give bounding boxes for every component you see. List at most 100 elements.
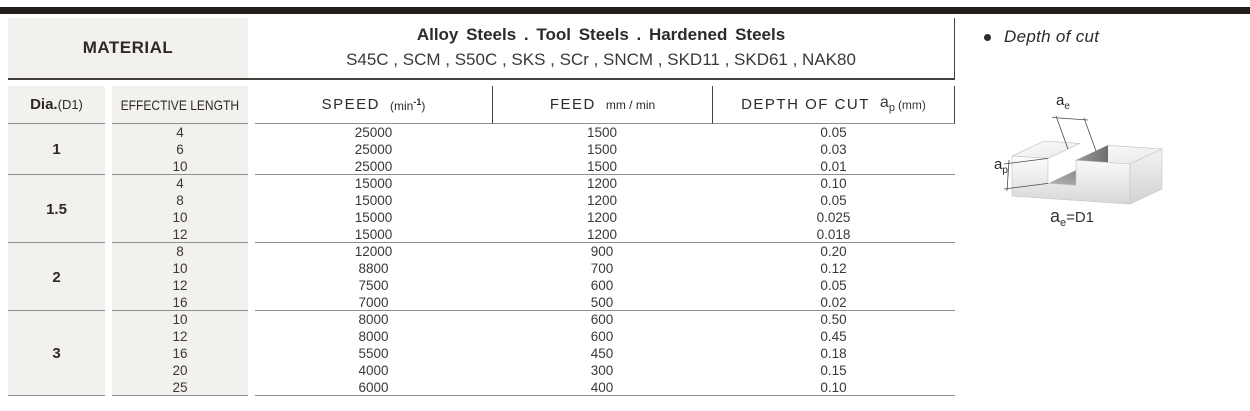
table-row: 10 8800 700 0.12 <box>112 260 955 277</box>
feed-cell: 500 <box>590 295 614 310</box>
header-depth-unit: (mm) <box>897 97 926 112</box>
feed-cell: 1500 <box>586 142 618 157</box>
depth-cell: 0.10 <box>820 380 847 395</box>
column-gap <box>248 209 255 226</box>
material-header-row: MATERIAL Alloy Steels . Tool Steels . Ha… <box>8 18 955 80</box>
table-row: 10 25000 1500 0.01 <box>112 158 955 175</box>
table-row: 25 6000 400 0.10 <box>112 379 955 396</box>
depth-cell: 0.01 <box>820 159 847 174</box>
eff-cell: 10 <box>112 260 248 277</box>
feed-cell: 1200 <box>586 193 618 208</box>
feed-cell: 1200 <box>586 227 618 242</box>
block-front-face <box>1011 155 1131 205</box>
group-separator-line <box>8 395 105 396</box>
depth-cell: 0.05 <box>820 193 847 208</box>
column-gap <box>248 226 255 243</box>
column-gap <box>248 379 255 396</box>
column-gap <box>248 277 255 294</box>
depth-cell: 0.018 <box>816 227 851 242</box>
table-row: 4 25000 1500 0.05 <box>112 124 955 141</box>
table-row: 10 8000 600 0.50 <box>112 311 955 328</box>
table-row: 12 8000 600 0.45 <box>112 328 955 345</box>
group-separator-line <box>112 174 248 175</box>
speed-cell: 15000 <box>354 193 393 208</box>
depth-cell: 0.20 <box>820 244 847 259</box>
column-gap <box>105 124 112 175</box>
column-gap <box>248 345 255 362</box>
ae-extension-line <box>1083 117 1097 152</box>
feed-cell: 600 <box>590 278 614 293</box>
feed-cell: 600 <box>590 312 614 327</box>
column-gap <box>248 362 255 379</box>
dia-value: 3 <box>8 311 105 396</box>
eff-cell: 25 <box>112 379 248 396</box>
header-effective-length-label: EFFECTIVE LENGTH <box>120 96 240 113</box>
table-row: 10 15000 1200 0.025 <box>112 209 955 226</box>
table-row: 20 4000 300 0.15 <box>112 362 955 379</box>
top-rule-bar <box>0 7 1250 14</box>
group-separator-line <box>112 310 248 311</box>
speed-cell: 7000 <box>358 295 389 310</box>
speed-cell: 8000 <box>358 312 389 327</box>
depth-cell: 0.05 <box>820 125 847 140</box>
eff-cell: 12 <box>112 226 248 243</box>
column-gap <box>248 294 255 311</box>
speed-cell: 12000 <box>354 244 393 259</box>
depth-cell: 0.45 <box>820 329 847 344</box>
table-body: 1 4 25000 1500 0.05 6 25000 1500 0.03 10 25000 1500… <box>8 124 955 396</box>
group-rows: 4 25000 1500 0.05 6 25000 1500 0.03 10 25000 1500 0… <box>112 124 955 175</box>
dia-value: 1.5 <box>8 175 105 243</box>
speed-cell: 5500 <box>358 346 389 361</box>
eff-cell: 16 <box>112 294 248 311</box>
feed-cell: 1500 <box>586 159 618 174</box>
column-gap <box>248 311 255 328</box>
eff-cell: 8 <box>112 243 248 260</box>
speed-cell: 8800 <box>358 261 389 276</box>
eff-cell: 6 <box>112 141 248 158</box>
group-separator-line <box>255 242 955 243</box>
depth-cell: 0.50 <box>820 312 847 327</box>
dia-value: 2 <box>8 243 105 311</box>
dia-value: 1 <box>8 124 105 175</box>
header-effective-length: EFFECTIVE LENGTH <box>112 86 248 124</box>
column-gap <box>105 311 112 396</box>
speed-cell: 15000 <box>354 210 393 225</box>
speed-cell: 4000 <box>358 363 389 378</box>
depth-cell: 0.05 <box>820 278 847 293</box>
column-gap <box>248 124 255 141</box>
ae-extension-line <box>1055 115 1069 150</box>
speed-cell: 7500 <box>358 278 389 293</box>
group-separator-line <box>8 174 105 175</box>
header-speed: SPEED (min-1) <box>255 86 492 124</box>
table-row: 6 25000 1500 0.03 <box>112 141 955 158</box>
speed-cell: 25000 <box>354 142 393 157</box>
table-row: 12 7500 600 0.05 <box>112 277 955 294</box>
column-gap <box>248 328 255 345</box>
depth-cell: 0.02 <box>820 295 847 310</box>
eff-cell: 4 <box>112 175 248 192</box>
group-separator-line <box>255 310 955 311</box>
depth-cell: 0.10 <box>820 176 847 191</box>
feed-cell: 300 <box>590 363 614 378</box>
material-label-cell: MATERIAL <box>8 18 248 78</box>
dia-group: 1.5 4 15000 1200 0.10 8 15000 1200 0.05 10 15000 12… <box>8 175 955 243</box>
column-header-row: Dia. (D1) EFFECTIVE LENGTH SPEED (min-1) … <box>8 86 955 124</box>
depth-cell: 0.025 <box>816 210 851 225</box>
feed-cell: 900 <box>590 244 614 259</box>
header-depth-of-cut: DEPTH OF CUT ap (mm) <box>712 86 955 124</box>
ap-dimension-label: ap <box>994 156 1008 176</box>
slot-cut-diagram <box>1003 115 1164 205</box>
ap-extension-line <box>1003 183 1049 190</box>
column-gap <box>248 175 255 192</box>
cutting-conditions-table: MATERIAL Alloy Steels . Tool Steels . Ha… <box>8 18 955 396</box>
group-separator-line <box>8 310 105 311</box>
ap-measure-line <box>1006 159 1010 192</box>
table-row: 16 5500 450 0.18 <box>112 345 955 362</box>
header-depth-symbol: ap <box>879 94 895 115</box>
depth-cell: 0.03 <box>820 142 847 157</box>
eff-cell: 10 <box>112 311 248 328</box>
header-speed-label: SPEED <box>321 96 380 113</box>
speed-cell: 8000 <box>358 329 389 344</box>
group-separator-line <box>255 174 955 175</box>
feed-cell: 1500 <box>586 125 618 140</box>
